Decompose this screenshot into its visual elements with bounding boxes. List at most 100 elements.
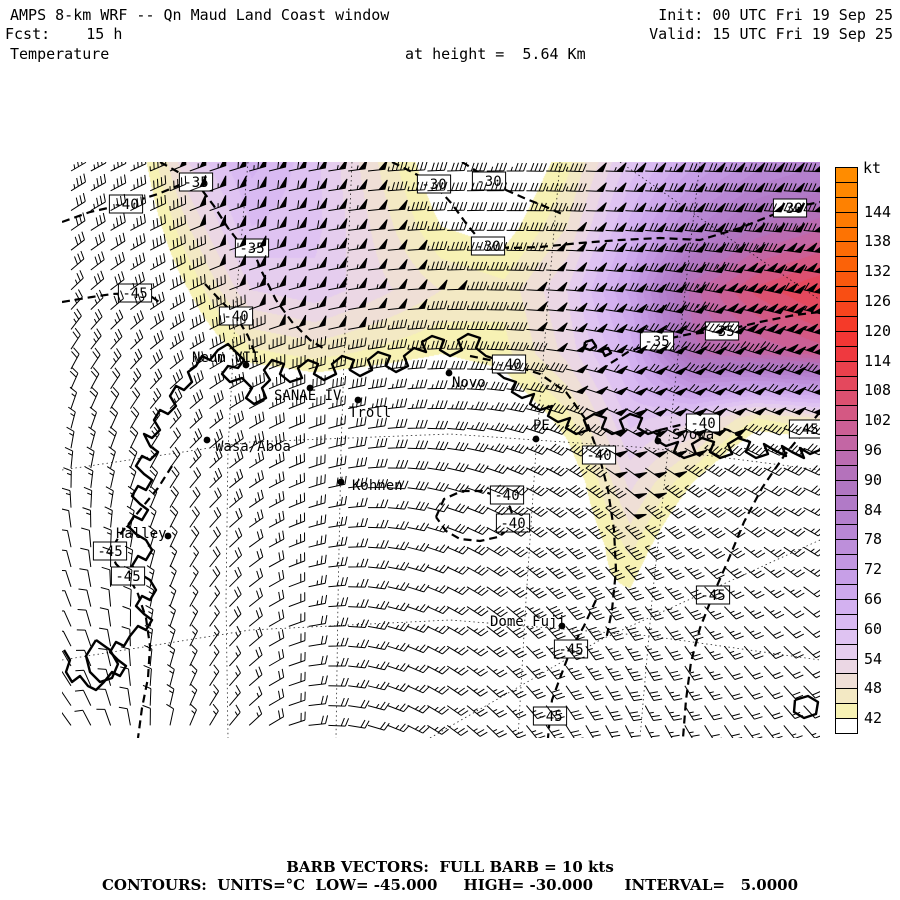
wind-barb [209,526,221,548]
wind-barb [466,605,489,617]
map-panel: -35-40-30-30-30-35-30-45-40-35-35-40-40-… [62,162,820,738]
wind-barb [526,725,546,738]
colorbar-cell [835,494,858,511]
station-label: Troll [349,405,391,421]
wind-barb [565,566,586,580]
wind-barb [407,460,429,470]
wind-barb [407,583,430,593]
wind-barb [248,686,263,706]
wind-barb [644,447,668,458]
wind-barb [743,566,765,579]
wind-barb [328,178,348,192]
wind-barb [783,566,805,578]
wind-barb [506,242,528,251]
wind-barb [407,379,428,390]
wind-barb [130,233,146,251]
wind-barb [605,408,629,417]
wind-barb [407,440,429,450]
wind-barb [506,301,528,311]
wind-barb [167,644,176,667]
wind-barb [644,626,664,641]
wind-barb [545,527,568,539]
wind-barb [427,564,450,574]
wind-barb [763,566,785,578]
station-label: Kohnen [352,478,403,494]
colorbar-cell [835,226,858,243]
wind-barb [545,546,567,559]
wind-barb [704,162,726,173]
wind-barb [149,387,162,409]
wind-barb [348,162,368,172]
wind-barb [288,632,306,647]
wind-barb [129,387,141,409]
wind-barb [565,685,585,701]
wind-barb [148,525,156,548]
wind-barb [189,467,202,489]
wind-barb [486,606,508,618]
temp-contour--45 [108,465,173,738]
wind-barb [664,467,688,478]
wind-barb [209,664,220,687]
wind-barb [486,202,508,212]
wind-barb [645,162,667,173]
wind-barb [644,665,663,681]
wind-barb [90,162,107,172]
wind-barb [624,626,644,641]
wind-barb [684,505,706,519]
wind-barb [130,291,145,310]
wind-barb [308,295,327,311]
wind-barb [407,419,428,429]
wind-barb [146,565,155,587]
valid-time: Valid: 15 UTC Fri 19 Sep 25 [649,25,893,43]
wind-barb [680,281,707,294]
wind-barb [803,626,820,639]
colorbar-cell [835,375,858,392]
wind-barb [486,422,509,433]
contour-label: -45 [122,286,147,302]
wind-barb [407,542,430,552]
wind-barb [387,378,408,390]
wind-barb [348,376,367,390]
wind-barb [447,483,469,493]
wind-barb [447,545,469,555]
wind-barb [546,402,568,415]
wind-barb [189,604,199,627]
wind-barb [189,683,198,706]
wind-barb [268,393,285,410]
wind-barb [585,626,605,641]
wind-barb [743,465,766,477]
wind-barb [387,239,408,251]
colorbar-tick-label: 138 [864,232,892,251]
wind-barb [763,323,787,335]
wind-barb [308,256,328,271]
wind-barb [268,471,285,489]
wind-barb [407,664,430,674]
wind-barb [348,477,368,489]
wind-barb [367,560,390,570]
wind-barb [119,686,131,706]
wind-barb [740,362,767,376]
wind-barb [744,303,767,315]
wind-barb [99,627,112,647]
wind-barb [110,348,122,370]
wind-barb [268,432,285,449]
wind-barb [447,421,469,431]
wind-barb [545,605,566,620]
wind-barb [466,381,488,391]
coastlines [62,332,820,720]
wind-barb [268,649,285,667]
wind-barb [407,501,430,511]
wind-barb [74,689,92,706]
wind-barb [466,483,489,494]
wind-barb [605,386,629,396]
wind-barb [684,626,704,641]
wind-barb [526,321,548,332]
wind-barb [387,662,410,672]
colorbar-cell [835,196,858,213]
wind-barb [724,526,746,538]
wind-barb [427,380,448,390]
wind-barb [189,703,197,726]
wind-barb [763,262,786,274]
wind-barb [427,241,448,251]
wind-barb [723,705,743,720]
